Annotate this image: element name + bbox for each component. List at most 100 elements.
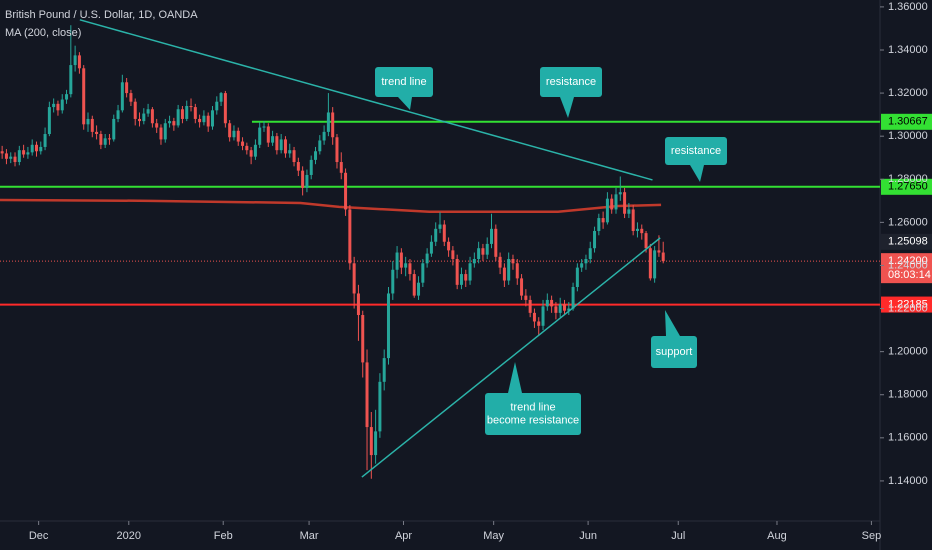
candle-body xyxy=(550,299,554,307)
level-tag xyxy=(881,178,932,195)
x-tick-label: Jun xyxy=(579,530,597,542)
candle-body xyxy=(296,162,300,171)
x-tick-label: Mar xyxy=(300,530,319,542)
candle-body xyxy=(447,241,451,251)
candle-body xyxy=(485,243,489,255)
candle-body xyxy=(623,192,627,214)
level-tag-label: 1.30667 xyxy=(888,116,928,128)
candle-body xyxy=(60,99,64,111)
candle-body xyxy=(112,118,116,140)
candle-body xyxy=(344,172,348,210)
candle-body xyxy=(30,144,34,153)
candle-body xyxy=(520,278,524,296)
candle-body xyxy=(369,427,373,456)
candle-body xyxy=(0,151,4,154)
candle-body xyxy=(455,258,459,285)
candle-body xyxy=(631,209,635,231)
x-tick-label: May xyxy=(483,530,504,542)
candle-body xyxy=(511,258,515,264)
candle-body xyxy=(580,263,584,268)
candle-body xyxy=(442,224,446,242)
candle-body xyxy=(292,150,296,163)
price-tag-label: 1.25098 xyxy=(888,236,928,248)
candle-body xyxy=(107,138,111,140)
level-tag-label: 1.22185 xyxy=(888,298,928,310)
candle-body xyxy=(490,228,494,244)
callout-text: resistance xyxy=(671,145,721,157)
candle-body xyxy=(253,144,257,157)
candle-body xyxy=(434,228,438,242)
candle-body xyxy=(653,250,657,279)
candle-body xyxy=(34,144,38,152)
candle-body xyxy=(322,131,326,141)
candle-body xyxy=(605,198,609,223)
candle-body xyxy=(627,209,631,214)
candle-body xyxy=(138,118,142,122)
callout-pointer xyxy=(690,165,704,182)
candle-body xyxy=(610,198,614,210)
candle-body xyxy=(69,65,73,95)
candle-body xyxy=(198,118,202,123)
plot xyxy=(0,19,880,479)
candle-body xyxy=(86,118,90,125)
candle-body xyxy=(266,126,270,143)
candle-body xyxy=(283,139,287,154)
candle-body xyxy=(288,150,292,154)
candle-body xyxy=(545,299,549,307)
candle-body xyxy=(13,156,17,163)
callout-box xyxy=(375,67,433,97)
candle-body xyxy=(382,358,386,382)
candle-body xyxy=(391,269,395,294)
candle-body xyxy=(206,115,210,127)
candle-body xyxy=(532,312,536,322)
candle-body xyxy=(301,170,305,188)
candle-body xyxy=(180,109,184,119)
x-tick-label: 2020 xyxy=(117,530,141,542)
candle-body xyxy=(494,228,498,257)
candle-body xyxy=(593,230,597,249)
candle-body xyxy=(172,121,176,126)
candle-body xyxy=(271,136,275,143)
candle-body xyxy=(618,192,622,195)
callout-text: trend line xyxy=(381,76,426,88)
candle-body xyxy=(279,139,283,151)
candle-body xyxy=(103,138,107,145)
candle-body xyxy=(202,115,206,123)
candle-body xyxy=(386,293,390,359)
x-tick-label: Dec xyxy=(29,530,49,542)
candle-body xyxy=(472,258,476,264)
candle-body xyxy=(404,263,408,268)
candle-body xyxy=(155,123,159,128)
y-tick-label: 1.36000 xyxy=(888,1,928,13)
candle-body xyxy=(314,151,318,160)
candle-body xyxy=(65,94,69,100)
candle-body xyxy=(47,107,51,135)
legend-ma: MA (200, close) xyxy=(5,27,81,39)
candle-body xyxy=(378,381,382,432)
x-tick-label: Apr xyxy=(395,530,412,542)
last-price-label: 1.24200 xyxy=(888,255,928,267)
candle-body xyxy=(56,103,60,111)
candle-body xyxy=(262,126,266,128)
level-tag xyxy=(881,296,932,313)
callout-box xyxy=(651,336,697,368)
candle-body xyxy=(309,159,313,175)
candle-body xyxy=(515,263,519,279)
candle-body xyxy=(318,140,322,152)
candle-body xyxy=(464,274,468,281)
callout-text: resistance xyxy=(546,76,596,88)
candle-body xyxy=(82,68,86,125)
candle-body xyxy=(481,248,485,255)
candle-body xyxy=(507,258,511,281)
candle-body xyxy=(451,250,455,259)
candle-body xyxy=(305,174,309,188)
candle-body xyxy=(193,107,197,119)
candle-body xyxy=(425,253,429,264)
y-tick-label: 1.26000 xyxy=(888,216,928,228)
candle-body xyxy=(159,127,163,140)
candle-body xyxy=(412,274,416,296)
callout-text: become resistance xyxy=(487,414,579,426)
candle-body xyxy=(245,145,249,151)
candle-body xyxy=(241,141,245,146)
